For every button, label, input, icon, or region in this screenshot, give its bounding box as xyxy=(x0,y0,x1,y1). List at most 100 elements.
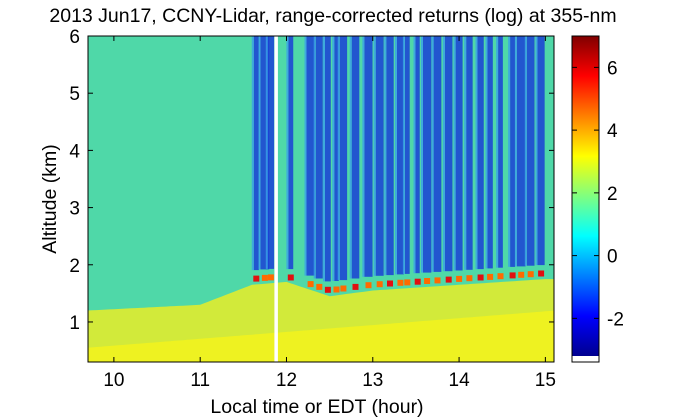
colorbar-tick-label: 0 xyxy=(607,247,618,268)
surface-layer-region xyxy=(88,310,554,362)
low-signal-column-edge xyxy=(402,36,405,274)
hotspot-mark xyxy=(477,274,484,281)
low-signal-column-edge xyxy=(496,36,499,268)
low-signal-column-edge xyxy=(384,36,387,276)
low-signal-column xyxy=(526,36,535,266)
hotspot-mark xyxy=(307,281,314,288)
colorbar-tick-label: 6 xyxy=(607,58,618,79)
low-signal-column-edge xyxy=(421,36,423,273)
hotspot-mark xyxy=(267,274,274,281)
low-signal-column-edge xyxy=(431,36,434,272)
colorbar-gradient xyxy=(572,36,599,356)
hotspot-mark xyxy=(365,282,372,289)
lidar-heatmap xyxy=(88,36,554,362)
low-signal-column xyxy=(315,36,323,279)
low-signal-column-edge xyxy=(332,36,335,281)
plot-frame xyxy=(87,35,555,363)
hotspot-mark xyxy=(414,278,421,285)
hotspot-mark xyxy=(434,277,441,284)
low-signal-column xyxy=(364,36,373,277)
hotspot-mark xyxy=(487,273,494,280)
low-signal-column xyxy=(334,36,339,281)
low-signal-column xyxy=(288,36,294,270)
hotspot-mark xyxy=(397,279,404,286)
low-signal-column-edge xyxy=(323,36,325,282)
low-signal-column xyxy=(375,36,384,276)
hotspot-mark xyxy=(352,283,359,290)
hotspot-mark xyxy=(316,283,323,290)
low-signal-column xyxy=(404,36,410,274)
hotspot-mark xyxy=(466,275,473,282)
low-signal-column-edge xyxy=(413,36,416,274)
hotspot-mark xyxy=(261,274,268,281)
y-tick-label: 3 xyxy=(69,199,80,220)
colorbar-tick-label: 2 xyxy=(607,184,618,205)
hotspot-mark xyxy=(527,271,534,278)
low-signal-column-edge xyxy=(524,36,527,266)
hotspot-mark xyxy=(538,270,545,277)
x-axis-label: Local time or EDT (hour) xyxy=(210,396,423,418)
low-signal-column-edge xyxy=(349,36,352,279)
low-signal-column-edge xyxy=(485,36,488,269)
low-signal-column-edge xyxy=(464,36,467,270)
x-tick-label: 14 xyxy=(449,370,471,391)
low-signal-column-edge xyxy=(265,36,268,269)
colorbar: -2 0 2 4 6 xyxy=(571,35,624,363)
low-signal-column-edge xyxy=(286,36,289,270)
hotspot-mark xyxy=(376,281,383,288)
low-signal-column xyxy=(386,36,394,276)
low-signal-column-edge xyxy=(453,36,456,271)
hotspot-mark xyxy=(456,275,463,282)
hotspot-mark xyxy=(445,276,452,283)
colorbar-frame xyxy=(571,35,600,363)
low-signal-column xyxy=(510,36,516,267)
low-signal-column-edge xyxy=(313,36,316,279)
colorbar-bottom-gap xyxy=(572,356,599,362)
low-signal-column-edge xyxy=(337,36,340,281)
hotspot-mark xyxy=(253,275,260,282)
low-signal-column xyxy=(487,36,493,269)
low-signal-column-edge xyxy=(373,36,376,276)
data-gap xyxy=(274,36,278,362)
hotspot-mark xyxy=(497,273,504,280)
low-signal-column xyxy=(267,36,275,269)
low-signal-column xyxy=(397,36,404,275)
colorbar-tick-label: -2 xyxy=(607,309,624,330)
low-signal-column xyxy=(351,36,360,279)
hotspot-mark xyxy=(333,286,340,293)
y-tick-label: 5 xyxy=(69,84,80,105)
low-signal-column xyxy=(339,36,348,281)
x-tick-label: 13 xyxy=(362,370,383,391)
low-signal-column-edge xyxy=(362,36,365,277)
low-signal-column-edge xyxy=(514,36,517,267)
low-signal-column xyxy=(516,36,526,267)
low-signal-column xyxy=(466,36,473,270)
low-signal-column xyxy=(253,36,259,271)
hotspot-mark xyxy=(287,274,294,281)
low-signal-column xyxy=(537,36,545,266)
low-signal-column-edge xyxy=(395,36,397,275)
low-signal-column xyxy=(325,36,331,282)
x-tick-label: 11 xyxy=(190,370,210,391)
low-signal-column xyxy=(260,36,270,270)
low-signal-column xyxy=(415,36,420,274)
x-tick-label: 15 xyxy=(535,370,556,391)
colorbar-tick-label: 4 xyxy=(607,121,618,142)
low-signal-column xyxy=(444,36,453,272)
low-signal-column-edge xyxy=(475,36,478,270)
low-signal-column xyxy=(498,36,503,268)
hotspot-mark xyxy=(340,285,347,292)
low-signal-column-edge xyxy=(508,36,511,267)
low-signal-column-edge xyxy=(251,36,254,271)
hotspot-mark xyxy=(387,280,393,287)
low-signal-column-edge xyxy=(258,36,261,270)
hotspot-mark xyxy=(518,271,525,278)
y-tick-label: 4 xyxy=(69,141,80,162)
hotspot-mark xyxy=(424,278,431,284)
low-signal-column xyxy=(423,36,432,273)
hotspot-mark xyxy=(404,279,411,286)
low-signal-column xyxy=(477,36,484,270)
low-signal-column-edge xyxy=(304,36,307,276)
x-tick-label: 10 xyxy=(103,370,124,391)
